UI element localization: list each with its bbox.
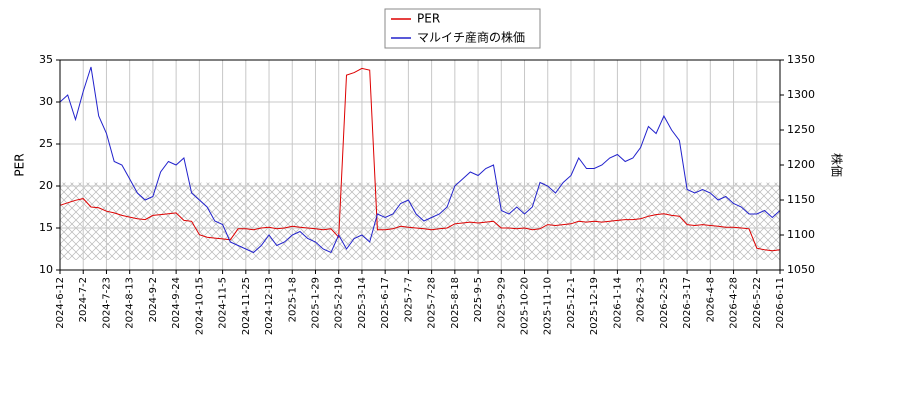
legend-box xyxy=(384,8,541,49)
y2-tick-label: 1100 xyxy=(787,228,815,241)
x-tick-label: 2024-11-5 xyxy=(218,277,229,329)
x-tick-label: 2026-3-17 xyxy=(682,277,693,329)
x-tick-label: 2024-7-23 xyxy=(101,277,112,329)
x-tick-label: 2024-12-13 xyxy=(264,277,275,335)
x-tick-label: 2024-11-25 xyxy=(241,277,252,335)
x-tick-label: 2025-9-5 xyxy=(473,277,484,322)
x-tick-label: 2025-12-19 xyxy=(589,277,600,335)
legend: PER マルイチ産商の株価 xyxy=(384,8,541,49)
y2-tick-label: 1250 xyxy=(787,123,815,136)
x-tick-label: 2025-3-14 xyxy=(357,277,368,329)
series-line xyxy=(59,67,781,252)
legend-label: PER xyxy=(417,12,440,26)
legend-label: マルイチ産商の株価 xyxy=(417,30,525,45)
x-tick-label: 2025-7-7 xyxy=(403,277,414,322)
y2-axis-label: 株価 xyxy=(830,153,845,177)
y-tick-label: 30 xyxy=(39,95,53,108)
x-tick-label: 2026-1-14 xyxy=(612,277,623,329)
plot-frame xyxy=(59,59,781,271)
y2-tick-label: 1050 xyxy=(787,263,815,276)
y2-tick-label: 1350 xyxy=(787,53,815,66)
y-tick-label: 20 xyxy=(39,179,53,192)
x-tick-label: 2024-9-2 xyxy=(148,277,159,322)
x-tick-label: 2024-6-12 xyxy=(55,277,66,329)
x-tick-label: 2025-10-20 xyxy=(520,277,531,335)
y-tick-label: 25 xyxy=(39,137,53,150)
x-tick-label: 2024-9-24 xyxy=(171,277,182,329)
y-tick-label: 15 xyxy=(39,221,53,234)
x-tick-label: 2024-8-13 xyxy=(125,277,136,329)
y2-tick-label: 1300 xyxy=(787,88,815,101)
x-tick-label: 2025-1-8 xyxy=(287,277,298,322)
series-line xyxy=(59,66,781,254)
x-tick-label: 2025-1-29 xyxy=(310,277,321,329)
x-tick-label: 2025-12-1 xyxy=(566,277,577,329)
x-tick-label: 2026-2-3 xyxy=(636,277,647,322)
x-tick-label: 2026-5-22 xyxy=(752,277,763,329)
y-tick-label: 10 xyxy=(39,263,53,276)
x-tick-label: 2025-9-29 xyxy=(496,277,507,329)
x-tick-label: 2026-4-28 xyxy=(729,277,740,329)
x-tick-label: 2025-7-28 xyxy=(427,277,438,329)
x-tick-label: 2026-6-11 xyxy=(775,277,786,329)
y-axis-label: PER xyxy=(13,153,27,176)
x-tick-label: 2024-10-15 xyxy=(194,277,205,335)
x-tick-label: 2026-2-25 xyxy=(659,277,670,329)
x-tick-label: 2024-7-2 xyxy=(78,277,89,322)
x-tick-label: 2025-8-18 xyxy=(450,277,461,329)
x-tick-label: 2025-6-17 xyxy=(380,277,391,329)
y2-tick-label: 1200 xyxy=(787,158,815,171)
x-tick-label: 2025-11-10 xyxy=(543,277,554,335)
y-tick-label: 35 xyxy=(39,53,53,66)
x-tick-label: 2025-2-19 xyxy=(334,277,345,329)
shaded-range xyxy=(60,182,780,260)
y2-tick-label: 1150 xyxy=(787,193,815,206)
x-tick-label: 2026-4-8 xyxy=(705,277,716,322)
